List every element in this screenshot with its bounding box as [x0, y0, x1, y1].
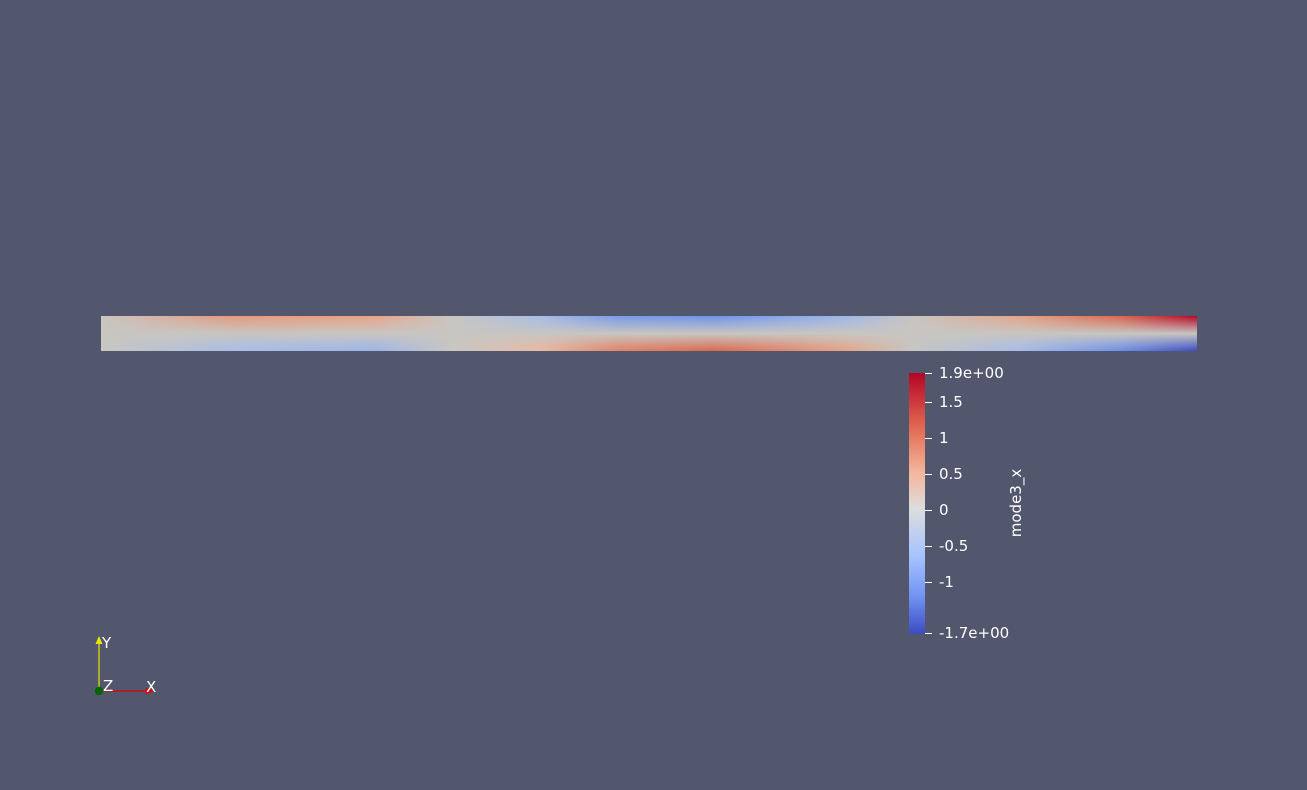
scalar-bar-label-min: -1.7e+00	[939, 624, 1010, 642]
beam-mesh	[101, 316, 1197, 351]
axis-label-x: X	[146, 678, 157, 696]
scalar-bar-tick-min	[925, 633, 932, 634]
scalar-bar-label-max: 1.9e+00	[939, 364, 1004, 382]
axis-label-y: Y	[102, 634, 112, 652]
orientation-axes: Y Z X	[85, 628, 165, 703]
orientation-axes-icon	[94, 636, 154, 696]
scalar-bar-tick	[925, 546, 932, 547]
scalar-bar-tick-label: -0.5	[939, 537, 969, 555]
scalar-bar-tick	[925, 438, 932, 439]
scalar-bar-tick	[925, 582, 932, 583]
scalar-bar-title: mode3_x	[1007, 468, 1025, 538]
scalar-bar-tick-max	[925, 373, 932, 374]
scalar-bar-tick-label: 0	[939, 501, 949, 519]
scalar-bar-tick-label: 1.5	[939, 393, 963, 411]
scalar-bar-tick	[925, 474, 932, 475]
scalar-bar-tick-label: -1	[939, 573, 954, 591]
scalar-bar-tick	[925, 510, 932, 511]
scalar-bar-tick-label: 1	[939, 429, 949, 447]
scalar-bar-tick	[925, 402, 932, 403]
scalar-bar-tick-label: 0.5	[939, 465, 963, 483]
axis-label-z: Z	[103, 677, 114, 695]
scalar-bar[interactable]	[909, 373, 925, 634]
